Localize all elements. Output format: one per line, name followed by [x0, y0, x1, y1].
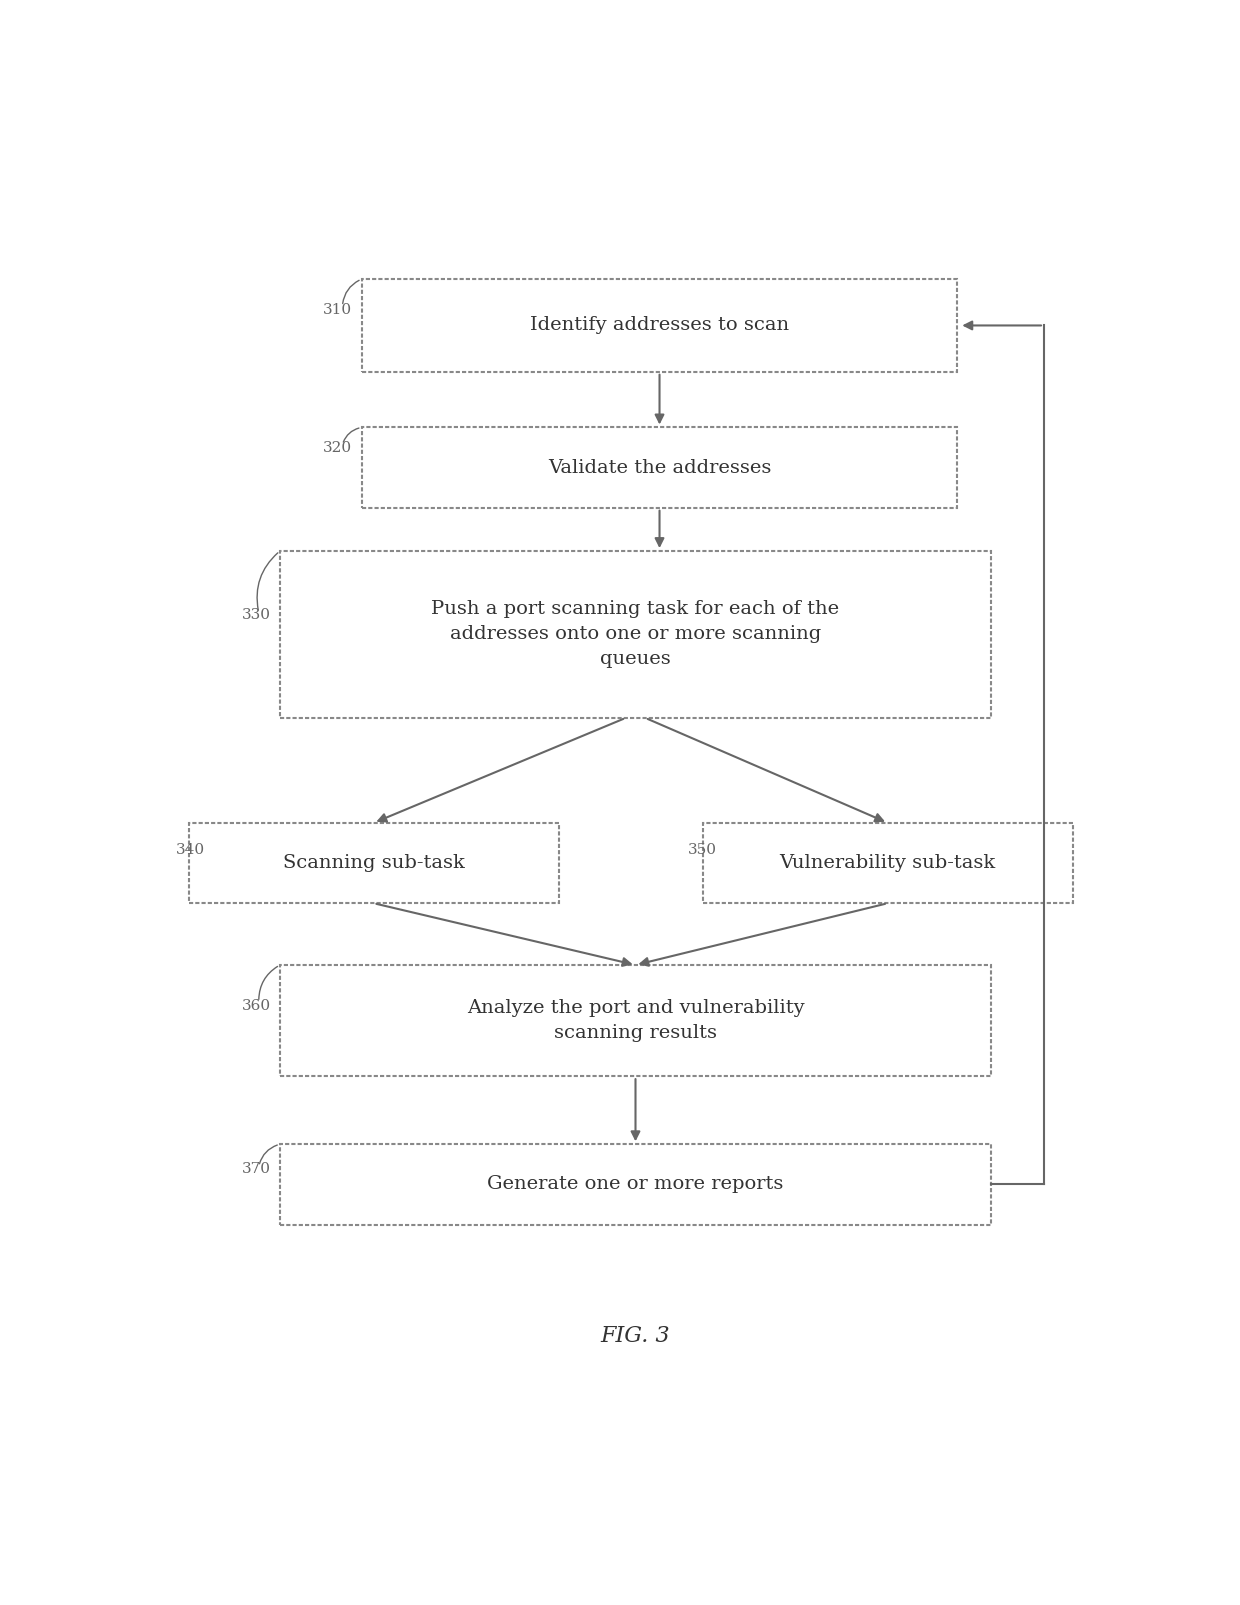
Text: 310: 310: [324, 303, 352, 318]
Text: Analyze the port and vulnerability
scanning results: Analyze the port and vulnerability scann…: [466, 1000, 805, 1042]
Bar: [188, 823, 558, 904]
Text: Push a port scanning task for each of the
addresses onto one or more scanning
qu: Push a port scanning task for each of th…: [432, 600, 839, 668]
Text: Validate the addresses: Validate the addresses: [548, 459, 771, 477]
Text: Vulnerability sub-task: Vulnerability sub-task: [780, 854, 996, 872]
Text: 340: 340: [176, 843, 206, 857]
Text: 350: 350: [688, 843, 718, 857]
Bar: [362, 427, 957, 507]
Text: 370: 370: [242, 1162, 270, 1176]
Bar: [280, 1144, 991, 1225]
Bar: [280, 965, 991, 1077]
Bar: [362, 279, 957, 372]
Text: Scanning sub-task: Scanning sub-task: [283, 854, 465, 872]
Text: 320: 320: [324, 441, 352, 456]
Bar: [280, 551, 991, 717]
Text: 330: 330: [242, 608, 270, 623]
Bar: [703, 823, 1073, 904]
Text: 360: 360: [242, 998, 270, 1013]
Text: Identify addresses to scan: Identify addresses to scan: [529, 316, 789, 334]
Text: FIG. 3: FIG. 3: [600, 1324, 671, 1347]
Text: Generate one or more reports: Generate one or more reports: [487, 1175, 784, 1194]
